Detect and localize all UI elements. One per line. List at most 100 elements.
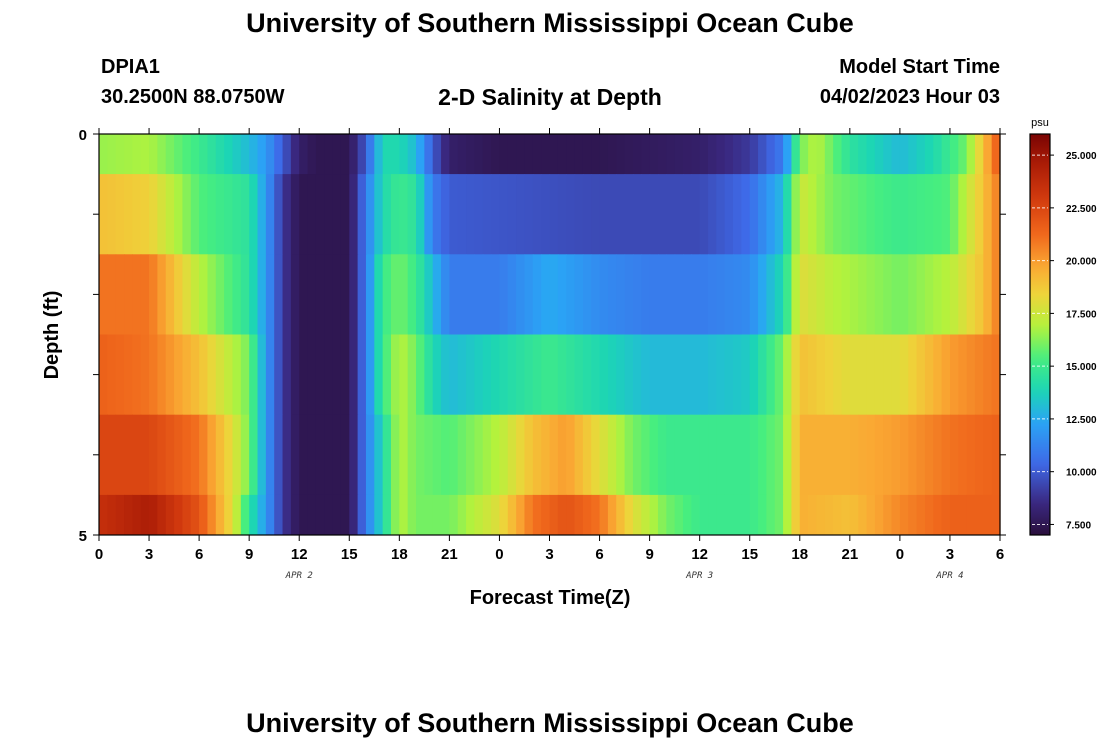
heatmap-cell <box>941 334 951 416</box>
heatmap-cell <box>649 174 659 255</box>
heatmap-cell <box>340 174 350 255</box>
heatmap-cell <box>916 254 926 335</box>
heatmap-cell <box>324 134 334 175</box>
heatmap-cell <box>599 494 609 536</box>
heatmap-cell <box>883 414 893 496</box>
heatmap-cell <box>749 254 759 335</box>
heatmap-cell <box>607 494 617 536</box>
heatmap-cell <box>891 134 901 175</box>
heatmap-cell <box>132 494 142 536</box>
heatmap-cell <box>657 134 667 175</box>
heatmap-cell <box>290 174 300 255</box>
heatmap-cell <box>924 254 934 335</box>
heatmap-cell <box>441 494 450 536</box>
heatmap-cell <box>833 414 843 496</box>
axis-ticks <box>93 128 1006 541</box>
heatmap-cell <box>457 334 467 416</box>
heatmap-cell <box>390 134 400 175</box>
heatmap-cell <box>974 174 984 255</box>
heatmap-cell <box>891 174 901 255</box>
heatmap-cell <box>908 494 918 536</box>
heatmap-cell <box>299 334 309 416</box>
heatmap-cell <box>432 254 442 335</box>
heatmap-cell <box>532 254 542 335</box>
heatmap-cell <box>374 174 384 255</box>
heatmap-cell <box>199 134 209 175</box>
heatmap-cell <box>849 254 859 335</box>
heatmap-cell <box>190 254 200 335</box>
heatmap-cell <box>616 414 626 496</box>
heatmap-cell <box>566 334 576 416</box>
heatmap-cell <box>674 494 684 536</box>
heatmap-cell <box>816 494 826 536</box>
heatmap-cell <box>666 254 676 335</box>
heatmap-cell <box>215 134 225 175</box>
heatmap-cell <box>257 414 267 496</box>
heatmap-cell <box>849 134 859 175</box>
heatmap-cell <box>182 414 192 496</box>
heatmap-cell <box>624 494 634 536</box>
heatmap-cell <box>908 334 918 416</box>
heatmap-cell <box>491 334 501 416</box>
heatmap-cell <box>432 414 442 496</box>
heatmap-cell <box>591 134 601 175</box>
heatmap-cell <box>265 174 275 255</box>
x-tick-label: 6 <box>996 546 1004 563</box>
heatmap-cell <box>991 414 1001 496</box>
heatmap-cell <box>157 334 167 416</box>
heatmap-cell <box>257 494 267 536</box>
heatmap-cell <box>991 494 1001 536</box>
heatmap-cell <box>632 494 642 536</box>
heatmap-cell <box>416 414 425 496</box>
heatmap-cell <box>933 334 943 416</box>
heatmap-cell <box>824 254 834 335</box>
heatmap-cell <box>791 494 801 536</box>
x-tick-label: 15 <box>741 546 758 563</box>
heatmap-cell <box>466 254 476 335</box>
heatmap-cell <box>307 494 317 536</box>
heatmap-cell <box>849 334 859 416</box>
heatmap-cell <box>791 254 801 335</box>
heatmap-cell <box>966 334 976 416</box>
heatmap-cell <box>758 134 767 175</box>
heatmap-cell <box>416 134 425 175</box>
heatmap-cell <box>224 414 234 496</box>
heatmap-cell <box>124 414 133 496</box>
heatmap-cell <box>290 494 300 536</box>
heatmap-cell <box>566 254 576 335</box>
heatmap-cell <box>716 254 726 335</box>
heatmap-cell <box>232 414 242 496</box>
heatmap-cell <box>282 254 292 335</box>
heatmap-cell <box>632 174 642 255</box>
heatmap-cell <box>215 414 225 496</box>
heatmap-cell <box>908 134 918 175</box>
heatmap-cell <box>290 254 300 335</box>
date-label: APR 3 <box>685 571 713 581</box>
y-tick-label: 5 <box>79 528 87 545</box>
heatmap-cell <box>574 414 584 496</box>
heatmap-cell <box>574 254 584 335</box>
heatmap-cell <box>407 174 417 255</box>
heatmap-cell <box>891 494 901 536</box>
colorbar-ticks: 7.500 10.000 12.500 15.000 17.500 20.000 22.50… <box>1032 151 1097 531</box>
heatmap-cell <box>974 334 984 416</box>
heatmap-cell <box>249 134 259 175</box>
heatmap-cell <box>541 174 551 255</box>
heatmap-cell <box>307 254 317 335</box>
heatmap-cell <box>165 494 175 536</box>
heatmap-cell <box>582 414 592 496</box>
heatmap-cell <box>774 414 784 496</box>
heatmap-cell <box>699 494 709 536</box>
heatmap-cell <box>733 334 742 416</box>
heatmap-cell <box>816 134 826 175</box>
heatmap-cell <box>240 134 250 175</box>
heatmap-cell <box>149 414 158 496</box>
heatmap-cell <box>457 494 467 536</box>
heatmap-cell <box>124 174 133 255</box>
x-tick-label: 18 <box>391 546 408 563</box>
heatmap-cell <box>783 174 793 255</box>
heatmap-cell <box>591 254 601 335</box>
heatmap-cell <box>282 494 292 536</box>
heatmap-cell <box>124 134 133 175</box>
heatmap-cell <box>157 254 167 335</box>
